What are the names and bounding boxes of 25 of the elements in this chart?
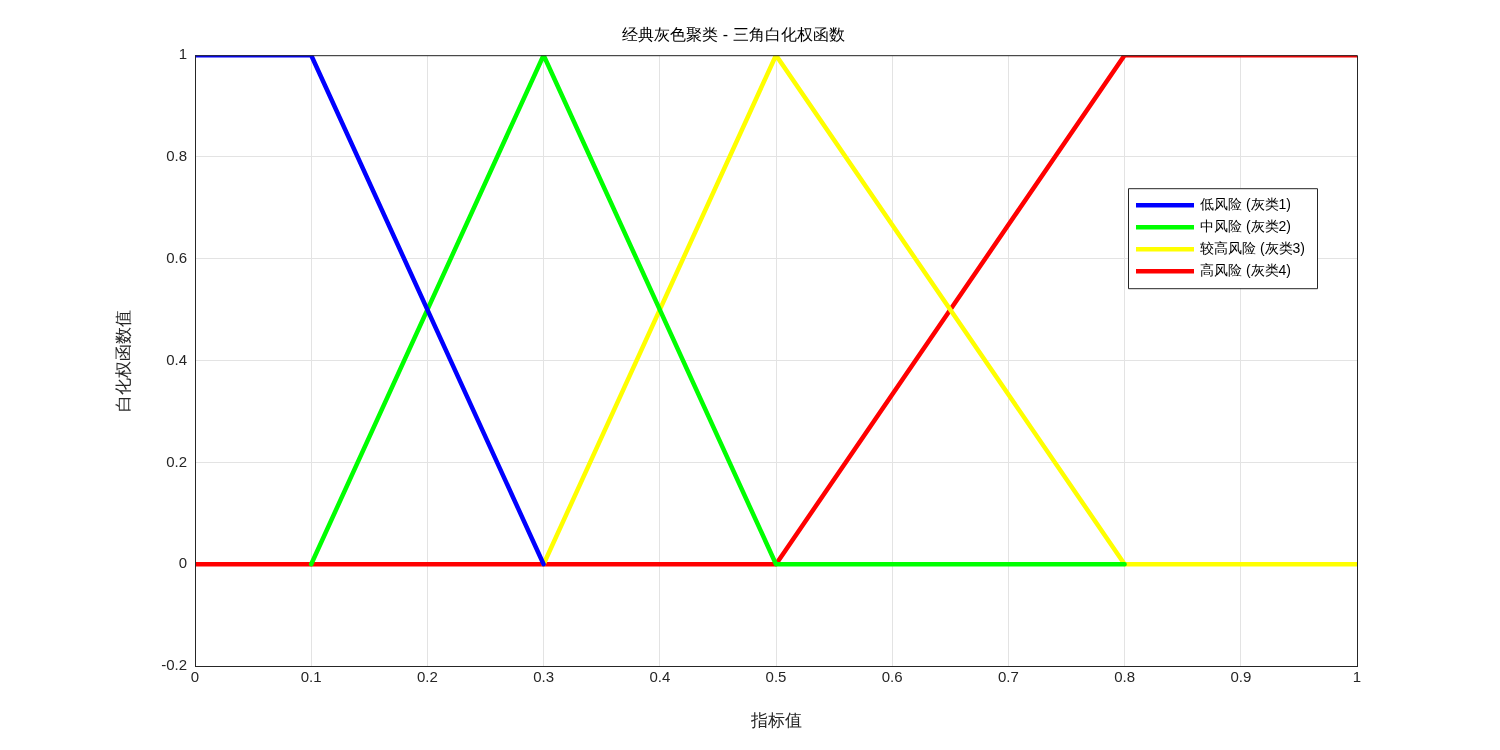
legend-label: 较高风险 (灰类3) bbox=[1200, 240, 1305, 257]
x-tick-label: 0.6 bbox=[881, 668, 903, 686]
y-tick-label: 0.4 bbox=[166, 350, 187, 368]
y-tick-label: 0.6 bbox=[166, 248, 187, 266]
x-tick-label: 0.7 bbox=[997, 668, 1019, 686]
legend-label: 低风险 (灰类1) bbox=[1200, 196, 1291, 213]
x-tick-label: 0 bbox=[190, 668, 200, 686]
y-tick-label: 0 bbox=[178, 554, 187, 572]
y-tick-label: 0.2 bbox=[166, 452, 187, 470]
x-tick-label: 0.2 bbox=[416, 668, 438, 686]
x-tick-label: 0.4 bbox=[649, 668, 671, 686]
legend-label: 中风险 (灰类2) bbox=[1200, 218, 1291, 235]
y-tick-label: -0.2 bbox=[161, 656, 187, 674]
y-tick-label: 0.8 bbox=[166, 147, 187, 165]
x-tick-label: 0.8 bbox=[1114, 668, 1136, 686]
x-tick-label: 0.3 bbox=[533, 668, 555, 686]
chart-title: 经典灰色聚类 - 三角白化权函数 bbox=[622, 26, 845, 44]
legend-label: 高风险 (灰类4) bbox=[1200, 262, 1291, 279]
x-tick-label: 0.9 bbox=[1230, 668, 1252, 686]
x-tick-label: 0.5 bbox=[765, 668, 787, 686]
y-tick-label: 1 bbox=[178, 45, 187, 63]
x-axis-title: 指标值 bbox=[749, 711, 802, 731]
y-axis-title: 白化权函数值 bbox=[113, 309, 133, 412]
x-tick-label: 1 bbox=[1352, 668, 1362, 686]
x-tick-label: 0.1 bbox=[300, 668, 322, 686]
